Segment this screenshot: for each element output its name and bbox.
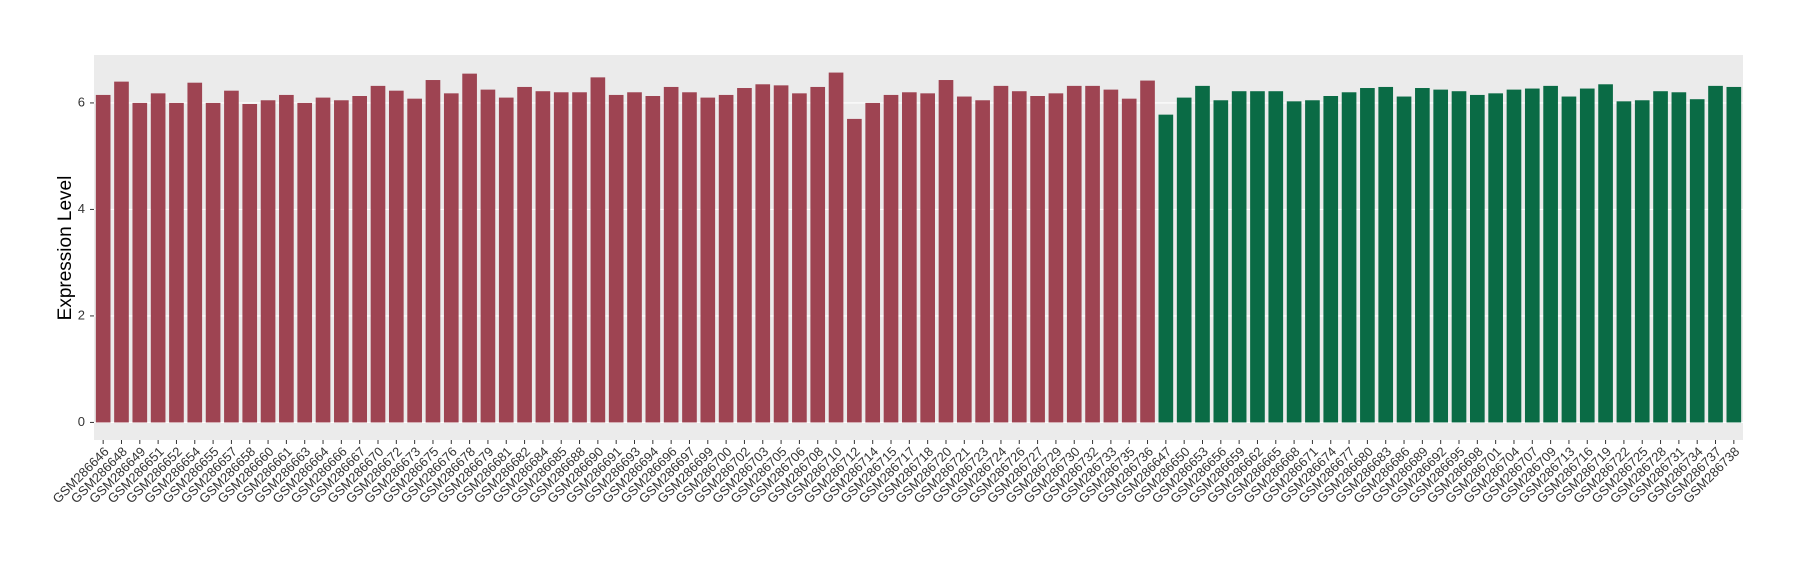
bar	[443, 93, 459, 423]
bar	[1598, 84, 1613, 423]
bar	[425, 80, 441, 423]
bar	[242, 103, 258, 423]
bar	[1689, 99, 1705, 423]
bar	[1011, 91, 1027, 423]
bar	[553, 92, 569, 423]
y-tick-label: 6	[78, 94, 85, 109]
bar	[718, 94, 734, 423]
bar	[498, 97, 514, 423]
bar	[388, 90, 404, 423]
bar	[260, 100, 276, 423]
bar	[132, 102, 148, 423]
bar	[1305, 100, 1320, 423]
bar	[1341, 92, 1357, 423]
bar	[1140, 80, 1155, 423]
bar	[1268, 91, 1284, 423]
bar	[627, 92, 642, 423]
bar	[480, 89, 496, 423]
bar	[663, 86, 679, 423]
bar	[1176, 97, 1192, 423]
bar	[1726, 86, 1742, 423]
bar	[1030, 96, 1045, 423]
bar	[883, 94, 899, 423]
bar	[755, 84, 771, 423]
bar	[517, 86, 532, 423]
bar	[1543, 85, 1558, 423]
bar	[297, 102, 313, 423]
bar	[535, 91, 551, 423]
bar	[1671, 92, 1687, 423]
bar	[1085, 85, 1100, 423]
bar	[1250, 91, 1265, 423]
bar	[1451, 91, 1467, 423]
bar	[1433, 89, 1449, 423]
y-tick-label: 0	[78, 414, 85, 429]
bar	[956, 96, 972, 423]
bar	[1506, 89, 1522, 423]
bar	[1231, 91, 1247, 423]
bar	[150, 93, 166, 423]
bar	[902, 92, 917, 423]
bar	[1561, 96, 1577, 423]
bar	[792, 93, 807, 423]
bar	[1708, 85, 1723, 423]
bar	[1323, 96, 1339, 423]
bar	[95, 94, 111, 423]
bar	[370, 85, 386, 423]
bar	[1634, 100, 1650, 423]
bar	[590, 77, 606, 423]
bar	[187, 82, 203, 423]
bar	[114, 81, 129, 423]
bar	[1121, 98, 1137, 423]
bar	[1524, 88, 1540, 423]
bar	[975, 100, 990, 423]
bar	[1360, 88, 1375, 423]
bar	[645, 96, 661, 423]
bar	[810, 86, 826, 423]
bar	[737, 88, 752, 423]
bar	[1195, 85, 1210, 423]
bar	[1158, 114, 1174, 423]
bar	[1469, 94, 1485, 423]
bar	[1048, 93, 1064, 423]
bar	[700, 97, 716, 423]
bar	[315, 97, 331, 423]
bar	[608, 94, 624, 423]
y-axis-label: Expression Level	[55, 176, 76, 321]
bar	[1579, 88, 1595, 423]
bar	[1103, 89, 1119, 423]
bar	[1286, 101, 1302, 423]
bar	[773, 85, 789, 423]
bar	[1396, 96, 1412, 423]
bar	[920, 93, 935, 423]
bar	[1066, 85, 1082, 423]
bar	[828, 72, 844, 423]
bar	[224, 90, 239, 423]
bar	[938, 80, 954, 423]
plot-panel	[94, 55, 1743, 440]
bar	[205, 102, 221, 423]
bar	[407, 98, 422, 423]
bar	[1488, 93, 1503, 423]
bar	[334, 100, 349, 423]
bar	[847, 118, 862, 423]
bar	[462, 73, 477, 423]
bar	[1213, 100, 1229, 423]
bar	[865, 102, 881, 423]
bar	[1415, 88, 1430, 423]
bar	[352, 96, 368, 423]
bar	[993, 85, 1009, 423]
y-tick-label: 2	[78, 307, 85, 322]
y-tick-label: 4	[78, 201, 85, 216]
bar	[572, 92, 587, 423]
bar	[279, 94, 294, 423]
bar	[169, 102, 184, 423]
bar	[1378, 86, 1394, 423]
bar	[1616, 101, 1632, 423]
bar	[1653, 91, 1668, 423]
bar	[682, 92, 697, 423]
